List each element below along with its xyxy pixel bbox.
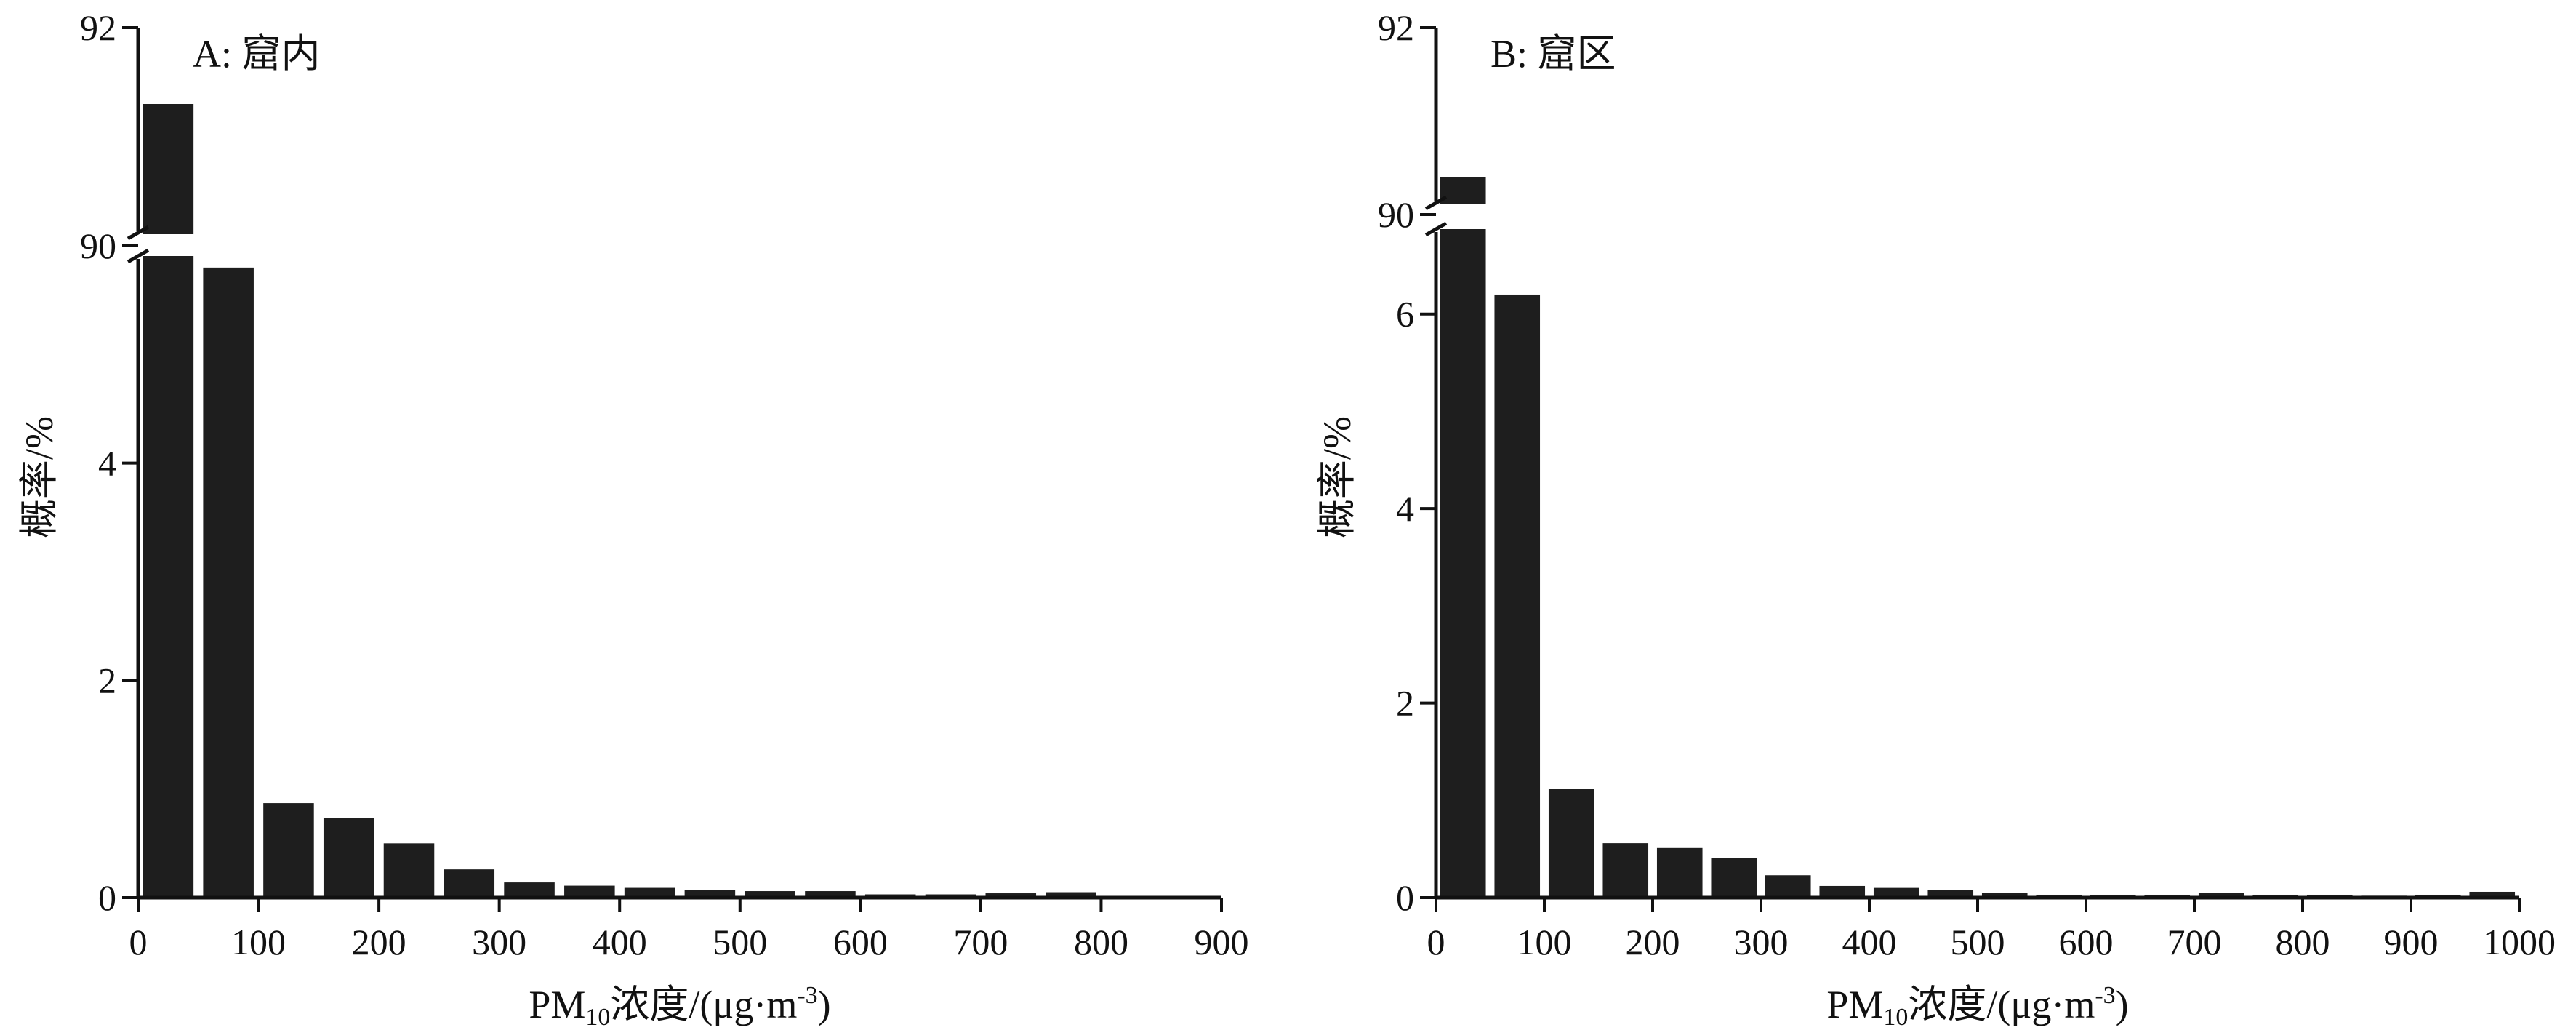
y-axis-title: 概率/%: [17, 416, 61, 538]
x-tick-label: 500: [1951, 922, 2005, 962]
bar: [383, 843, 435, 898]
x-axis-title: PM10浓度/(μg·m-3): [529, 982, 830, 1030]
bar: [143, 256, 194, 898]
bar: [684, 890, 736, 898]
y-tick-label: 2: [98, 660, 116, 700]
bar: [1765, 875, 1811, 898]
y-tick-label: 2: [1396, 683, 1414, 724]
chart-panel-a: 0 100 200 300 400 500 600 700 800 900 0 2 4 90 92 A: 窟内…: [17, 7, 1249, 1030]
bar: [1873, 887, 1919, 898]
bar: [1440, 229, 1486, 898]
x-tick-label: 400: [1842, 922, 1897, 962]
x-tick-label: 800: [1074, 922, 1128, 962]
axis-break-mark: [127, 248, 150, 264]
bar: [805, 891, 856, 898]
bar: [1819, 885, 1866, 898]
y-tick-label: 4: [98, 443, 116, 484]
y-tick-label: 92: [1378, 7, 1414, 48]
bar-upper-segment: [143, 104, 194, 234]
y-tick-label: 0: [98, 877, 116, 918]
panel-title: B: 窟区: [1490, 32, 1616, 76]
x-tick-label: 600: [833, 922, 888, 962]
x-tick-label: 400: [593, 922, 647, 962]
bar: [1602, 843, 1649, 898]
y-tick-label: 0: [1396, 877, 1414, 918]
y-tick-label: 92: [80, 7, 116, 48]
bar: [2198, 893, 2244, 898]
x-tick-label: 0: [129, 922, 148, 962]
axis-break-mark: [1424, 195, 1448, 211]
bar: [624, 887, 675, 898]
bar: [444, 869, 495, 898]
x-tick-label: 200: [352, 922, 406, 962]
x-tick-label: 900: [1195, 922, 1249, 962]
x-tick-label: 1000: [2483, 922, 2556, 962]
bar: [504, 882, 555, 898]
bar: [323, 818, 374, 898]
x-tick-label: 300: [472, 922, 526, 962]
bar: [1711, 858, 1757, 898]
x-tick-label: 700: [2167, 922, 2222, 962]
bar: [1494, 294, 1541, 898]
panel-title: A: 窟内: [193, 32, 321, 76]
x-tick-label: 100: [1517, 922, 1572, 962]
x-tick-label: 900: [2384, 922, 2439, 962]
bar: [1548, 789, 1594, 898]
bar-upper-segment: [1440, 177, 1486, 204]
axis-break-mark: [1424, 221, 1448, 237]
y-tick-label: 90: [1378, 194, 1414, 235]
bar: [985, 893, 1037, 898]
x-tick-label: 100: [231, 922, 286, 962]
bar: [1981, 893, 2028, 898]
axis-break-mark: [127, 225, 150, 241]
y-tick-label: 90: [80, 225, 116, 266]
bar: [203, 267, 254, 898]
y-tick-label: 6: [1396, 294, 1414, 335]
y-tick-label: 4: [1396, 488, 1414, 529]
x-tick-label: 500: [713, 922, 767, 962]
bar: [1927, 890, 1974, 898]
x-tick-label: 700: [953, 922, 1008, 962]
bar: [1656, 847, 1703, 898]
bar: [2469, 891, 2516, 898]
bar: [745, 891, 795, 898]
x-tick-label: 800: [2276, 922, 2330, 962]
x-tick-label: 600: [2059, 922, 2114, 962]
bar: [1046, 892, 1096, 898]
bar: [263, 803, 314, 898]
bar: [564, 885, 615, 898]
chart-panel-b: 0 100 200 300 400 500 600 700 800 900 1000 0 2 4 6 90 92…: [1315, 7, 2556, 1030]
x-tick-label: 0: [1427, 922, 1445, 962]
y-axis-title: 概率/%: [1315, 416, 1359, 538]
x-tick-label: 200: [1626, 922, 1680, 962]
x-axis-title: PM10浓度/(μg·m-3): [1826, 982, 2128, 1030]
x-tick-label: 300: [1734, 922, 1789, 962]
